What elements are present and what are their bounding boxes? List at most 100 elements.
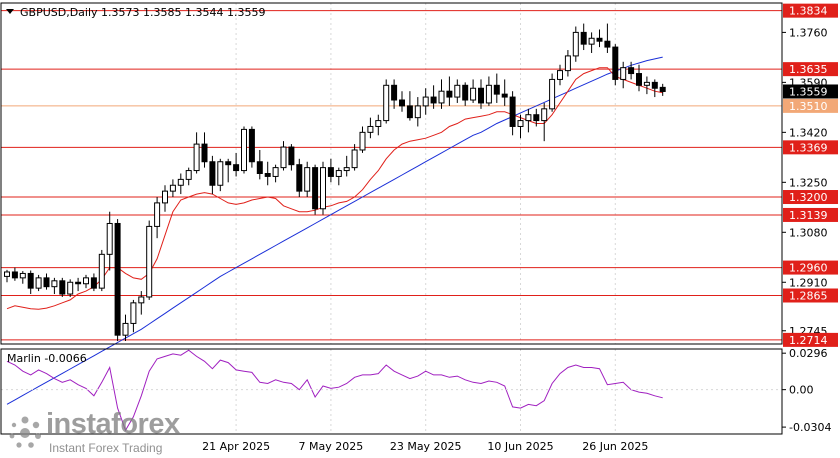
candle <box>320 161 326 215</box>
candle-body-bull <box>272 167 279 177</box>
candle-body-bull <box>4 271 10 277</box>
candle <box>83 274 89 289</box>
candle <box>596 29 603 48</box>
candle-body-bull <box>620 67 627 80</box>
level-price-tag <box>783 140 838 155</box>
candle <box>612 44 619 86</box>
candle-body-bull <box>35 277 42 289</box>
candle-body-bear <box>59 280 66 295</box>
support-resistance-levels <box>1 10 782 341</box>
level-price-label: 1.2714 <box>789 334 828 347</box>
candle-body-bear <box>312 167 319 210</box>
candle-body-bear <box>296 164 303 192</box>
candle-body-bear <box>493 84 500 95</box>
candle-body-bear <box>399 99 405 107</box>
candle <box>288 144 295 171</box>
y-tick-label: 1.3420 <box>789 126 828 139</box>
candle-body-bear <box>288 146 295 166</box>
level-price-tag <box>783 98 838 113</box>
indicator-label: Marlin -0.0066 <box>7 352 87 365</box>
x-tick-label: 10 Jun 2025 <box>487 440 553 453</box>
candle-body-bull <box>185 170 192 180</box>
candle <box>169 179 176 198</box>
candle-body-bear <box>446 90 453 98</box>
candle <box>446 76 453 106</box>
candle <box>572 26 579 62</box>
candle-body-bear <box>264 173 271 177</box>
indicator-pane-frame <box>0 348 783 435</box>
marlin-line <box>6 349 663 432</box>
candle-body-bull <box>564 55 571 72</box>
candle-body-bull <box>485 84 492 104</box>
candle <box>335 167 342 186</box>
candle-body-bear <box>406 105 413 119</box>
indicator-tick-label: 0.0296 <box>789 347 828 360</box>
candle-body-bull <box>359 131 366 151</box>
candle <box>406 91 413 121</box>
candle <box>43 273 50 290</box>
candle <box>67 279 74 297</box>
candle <box>478 79 484 109</box>
candle-body-bear <box>509 96 516 127</box>
x-tick-label: 26 Jun 2025 <box>582 440 648 453</box>
candle-body-bear <box>391 84 398 101</box>
candle <box>59 277 66 297</box>
candle-body-bear <box>604 40 611 48</box>
candle <box>636 64 642 92</box>
current-price-label: 1.3559 <box>789 85 828 98</box>
candle-body-bull <box>375 120 382 127</box>
axes: 21 Apr 2025 7 May 2025 23 May 2025 10 Jun 2… <box>202 3 838 453</box>
candle <box>430 85 437 109</box>
instaforex-logo-icon <box>9 416 41 448</box>
candle <box>154 197 161 239</box>
candle-body-bull <box>130 302 137 324</box>
dropdown-triangle-icon <box>6 9 14 14</box>
candle-body-bull <box>177 178 184 186</box>
candle-body-bear <box>501 93 508 98</box>
candle-body-bear <box>11 271 18 279</box>
candle <box>280 141 287 171</box>
candle-body-bull <box>169 184 176 192</box>
candle-body-bear <box>462 84 469 101</box>
candle <box>264 161 271 186</box>
level-price-label: 1.3635 <box>789 63 828 76</box>
candle-body-bull <box>241 128 247 172</box>
candle <box>51 277 58 295</box>
candle-body-bear <box>580 31 587 45</box>
candle <box>35 274 42 292</box>
candle <box>114 219 121 342</box>
candle <box>296 158 303 198</box>
level-price-tag <box>783 332 838 347</box>
candle-body-bear <box>628 67 635 75</box>
candle <box>367 117 374 139</box>
candle-body-bear <box>651 81 658 89</box>
candle-body-bear <box>430 96 437 104</box>
candle-body-bull <box>572 31 579 57</box>
candle <box>588 32 595 53</box>
candlestick-series <box>4 23 666 342</box>
candle <box>98 249 105 292</box>
y-tick-label: 1.3250 <box>789 176 828 189</box>
level-price-tag <box>783 207 838 222</box>
candle-body-bull <box>438 90 445 104</box>
candle <box>201 132 208 168</box>
candle-body-bull <box>343 167 350 172</box>
candle-body-bear <box>533 114 540 122</box>
candle <box>438 79 445 109</box>
chart-frame <box>0 2 783 435</box>
level-price-tag <box>783 288 838 303</box>
candle-body-bull <box>162 190 168 204</box>
candle-body-bull <box>557 70 563 80</box>
marlin-indicator-pane <box>1 349 782 432</box>
candle <box>343 155 350 177</box>
candle-body-bull <box>549 78 556 110</box>
level-price-tag <box>783 260 838 275</box>
level-price-label: 1.2865 <box>789 289 828 302</box>
candle-body-bull <box>422 96 429 107</box>
candle-body-bull <box>517 120 524 127</box>
candle <box>146 220 153 300</box>
level-price-label: 1.3834 <box>789 5 828 18</box>
candle-body-bear <box>636 73 642 86</box>
level-price-tag <box>783 62 838 77</box>
candle <box>620 61 627 89</box>
